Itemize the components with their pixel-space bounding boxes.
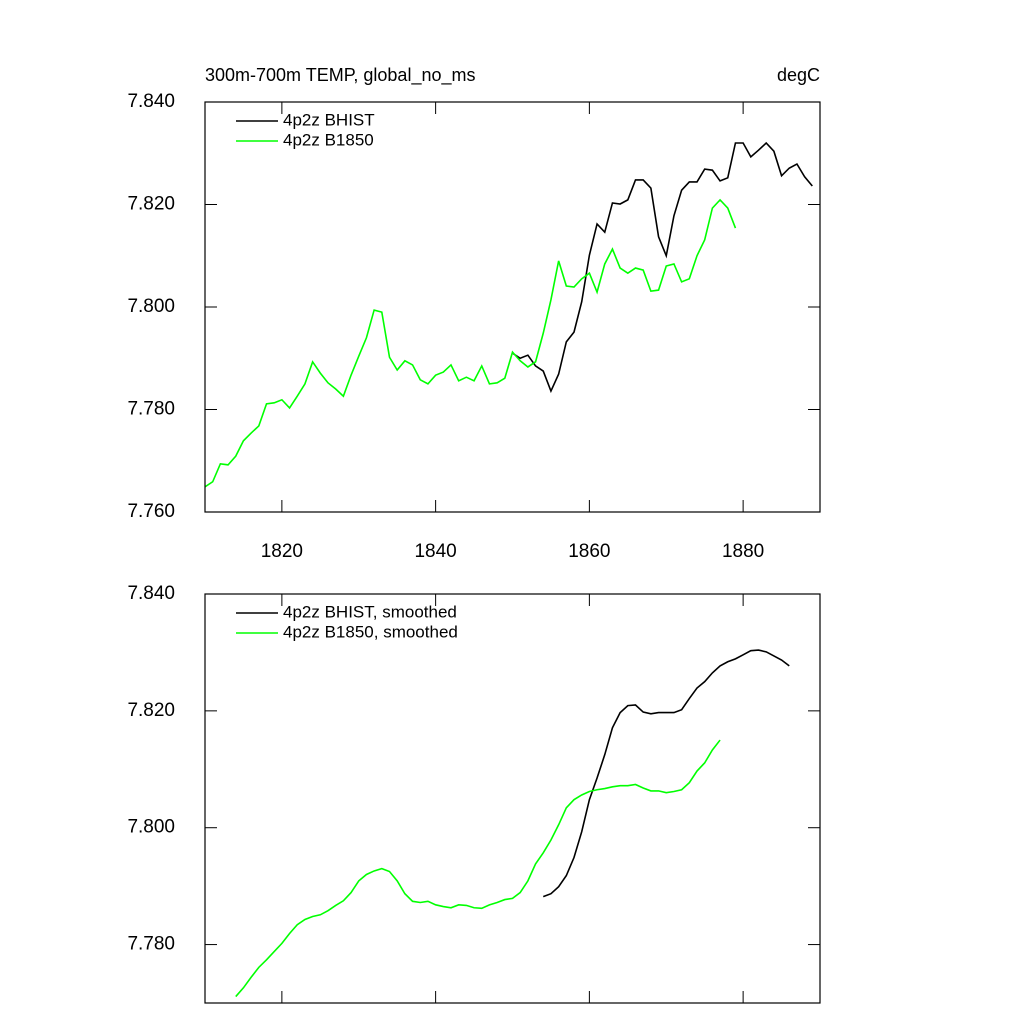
y-tick-label: 7.840	[127, 583, 175, 604]
legend-label: 4p2z BHIST, smoothed	[283, 602, 457, 621]
y-tick-label: 7.760	[127, 501, 175, 522]
series-line	[542, 649, 790, 898]
y-tick-label: 7.780	[127, 934, 175, 955]
x-tick-label: 1860	[568, 541, 610, 562]
y-tick-label: 7.840	[127, 91, 175, 112]
units-label: degC	[777, 65, 820, 85]
legend-label: 4p2z B1850, smoothed	[283, 622, 458, 641]
series-line	[235, 739, 721, 998]
series-line	[205, 198, 737, 488]
legend-label: 4p2z BHIST	[283, 110, 375, 129]
y-tick-label: 7.800	[127, 296, 175, 317]
series-line	[512, 141, 813, 394]
x-tick-label: 1880	[722, 541, 764, 562]
chart-title: 300m-700m TEMP, global_no_ms	[205, 65, 475, 86]
y-tick-label: 7.800	[127, 817, 175, 838]
x-tick-label: 1840	[414, 541, 456, 562]
plot-frame	[204, 593, 821, 1004]
x-tick-label: 1820	[261, 541, 303, 562]
y-tick-label: 7.820	[127, 700, 175, 721]
legend-label: 4p2z B1850	[283, 130, 374, 149]
y-tick-label: 7.820	[127, 194, 175, 215]
y-tick-label: 7.780	[127, 399, 175, 420]
plot-frame	[204, 101, 821, 513]
